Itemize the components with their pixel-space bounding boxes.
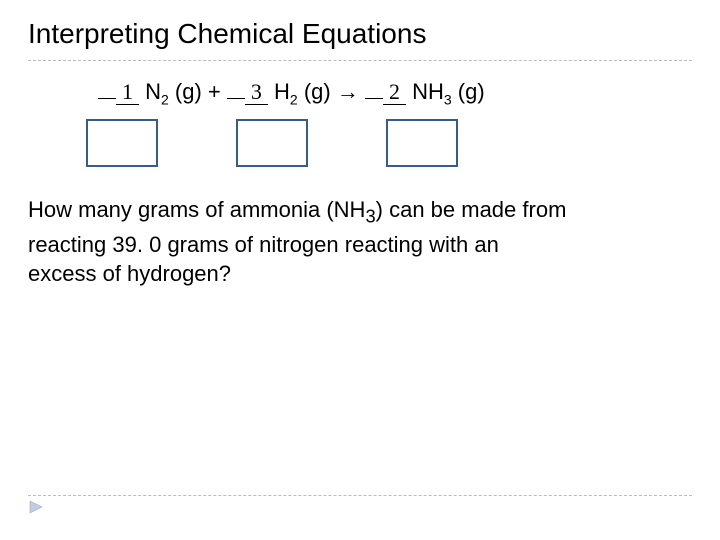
- term3: NH3 (g): [412, 79, 485, 104]
- n-state: (g) +: [169, 79, 227, 104]
- coef-2: 3: [245, 79, 268, 105]
- n-sub: 2: [161, 91, 169, 107]
- nh-symbol: NH: [412, 79, 444, 104]
- coef-3: 2: [383, 79, 406, 105]
- q-l2a: reacting: [28, 232, 112, 257]
- blank-3-wrap: 2: [365, 79, 406, 104]
- slide-arrow-icon: [28, 499, 46, 520]
- product-box: [386, 119, 458, 167]
- q-l1a: How many grams of ammonia (NH: [28, 197, 365, 222]
- page-title: Interpreting Chemical Equations: [28, 18, 692, 61]
- question-text: How many grams of ammonia (NH3) can be m…: [28, 195, 692, 289]
- q-l1b: ) can be made from: [376, 197, 567, 222]
- q-num: 39. 0: [112, 232, 161, 257]
- h-state: (g): [298, 79, 337, 104]
- reaction-arrow: →: [337, 79, 359, 104]
- q-l2b: grams of nitrogen reacting with an: [161, 232, 499, 257]
- reagent-box-1: [86, 119, 158, 167]
- n-symbol: N: [145, 79, 161, 104]
- blank-2: [227, 98, 245, 99]
- q-sub: 3: [365, 206, 375, 227]
- nh-sub: 3: [444, 91, 452, 107]
- h-symbol: H: [274, 79, 290, 104]
- h-sub: 2: [290, 91, 298, 107]
- blank-lead: [98, 98, 116, 99]
- term2: H2 (g): [274, 79, 337, 104]
- footer-divider: [28, 495, 692, 496]
- coef-1: 1: [116, 79, 139, 105]
- nh-state: (g): [452, 79, 485, 104]
- diagram-boxes: [86, 119, 692, 167]
- q-l3: excess of hydrogen?: [28, 261, 231, 286]
- equation: 1 N2 (g) + 3 H2 (g) → 2 NH3 (g): [98, 79, 692, 107]
- reagent-box-2: [236, 119, 308, 167]
- blank-3: [365, 98, 383, 99]
- term1: N2 (g) +: [145, 79, 227, 104]
